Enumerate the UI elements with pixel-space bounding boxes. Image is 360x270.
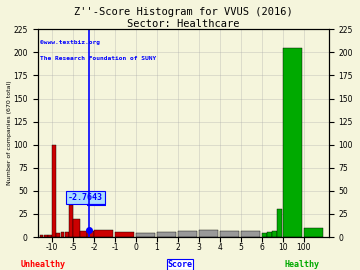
Bar bbox=[115, 232, 134, 237]
Bar bbox=[157, 232, 176, 237]
Bar bbox=[60, 232, 64, 237]
Y-axis label: Number of companies (670 total): Number of companies (670 total) bbox=[7, 81, 12, 185]
Bar bbox=[94, 230, 113, 237]
Text: The Research Foundation of SUNY: The Research Foundation of SUNY bbox=[40, 56, 157, 62]
Title: Z''-Score Histogram for VVUS (2016)
Sector: Healthcare: Z''-Score Histogram for VVUS (2016) Sect… bbox=[74, 7, 293, 29]
Bar bbox=[87, 231, 94, 237]
Bar bbox=[69, 205, 73, 237]
Bar bbox=[272, 231, 277, 237]
Bar bbox=[304, 228, 323, 237]
Text: Score: Score bbox=[167, 260, 193, 269]
Bar bbox=[283, 48, 302, 237]
Text: ©www.textbiz.org: ©www.textbiz.org bbox=[40, 40, 100, 45]
Bar bbox=[241, 231, 260, 237]
Text: -2.7643: -2.7643 bbox=[68, 193, 103, 202]
Bar bbox=[136, 233, 155, 237]
Bar bbox=[44, 235, 48, 237]
Bar bbox=[48, 235, 52, 237]
Bar bbox=[80, 231, 87, 237]
Bar bbox=[267, 232, 272, 237]
Text: Healthy: Healthy bbox=[285, 260, 320, 269]
Bar bbox=[57, 233, 60, 237]
Bar bbox=[199, 230, 218, 237]
Bar bbox=[65, 232, 68, 237]
Bar bbox=[262, 233, 267, 237]
Bar bbox=[178, 231, 197, 237]
Bar bbox=[278, 209, 282, 237]
Text: Unhealthy: Unhealthy bbox=[21, 260, 66, 269]
Bar bbox=[40, 235, 44, 237]
Bar bbox=[73, 218, 80, 237]
Bar bbox=[52, 145, 56, 237]
Bar bbox=[220, 231, 239, 237]
